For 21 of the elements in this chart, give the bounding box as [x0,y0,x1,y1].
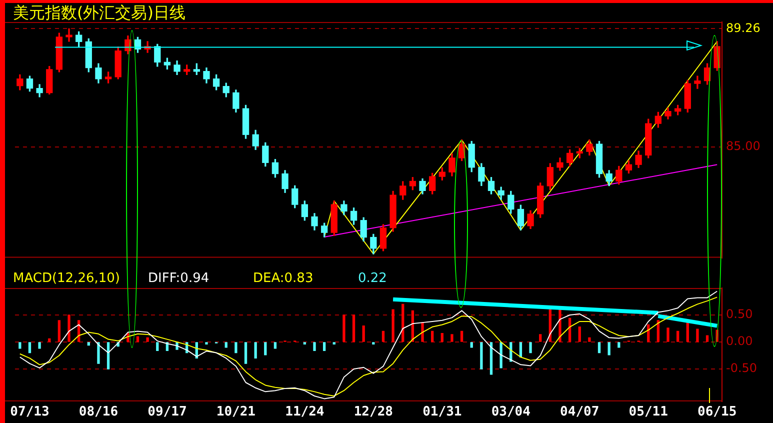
y-tick-label: -0.50 [726,361,758,376]
x-tick-label: 04/07 [560,404,600,420]
chart-title: 美元指数(外汇交易)日线 [13,3,186,24]
x-tick-label: 06/15 [698,404,737,420]
x-tick-label: 01/31 [422,404,462,420]
x-tick-label: 05/11 [628,404,668,420]
x-tick-label: 08/16 [78,404,118,420]
y-tick-label: 0.00 [726,334,753,348]
text: DEA:0.83 [253,271,314,286]
x-tick-label: 07/13 [10,404,50,420]
x-tick-label: 10/21 [216,404,256,420]
x-tick-label: 09/17 [148,404,187,420]
series-label: 0.22 [358,271,388,286]
text: DIFF:0.94 [148,271,210,286]
y-tick-label: 0.50 [726,307,753,322]
y-tick-label: 89.26 [726,20,760,35]
x-tick-label: 11/24 [285,404,324,420]
chart-title: MACD(12,26,10) [13,271,122,286]
x-tick-label: 03/04 [491,404,531,420]
y-tick-label: 85.00 [726,138,760,153]
x-tick-label: 12/28 [354,404,394,420]
